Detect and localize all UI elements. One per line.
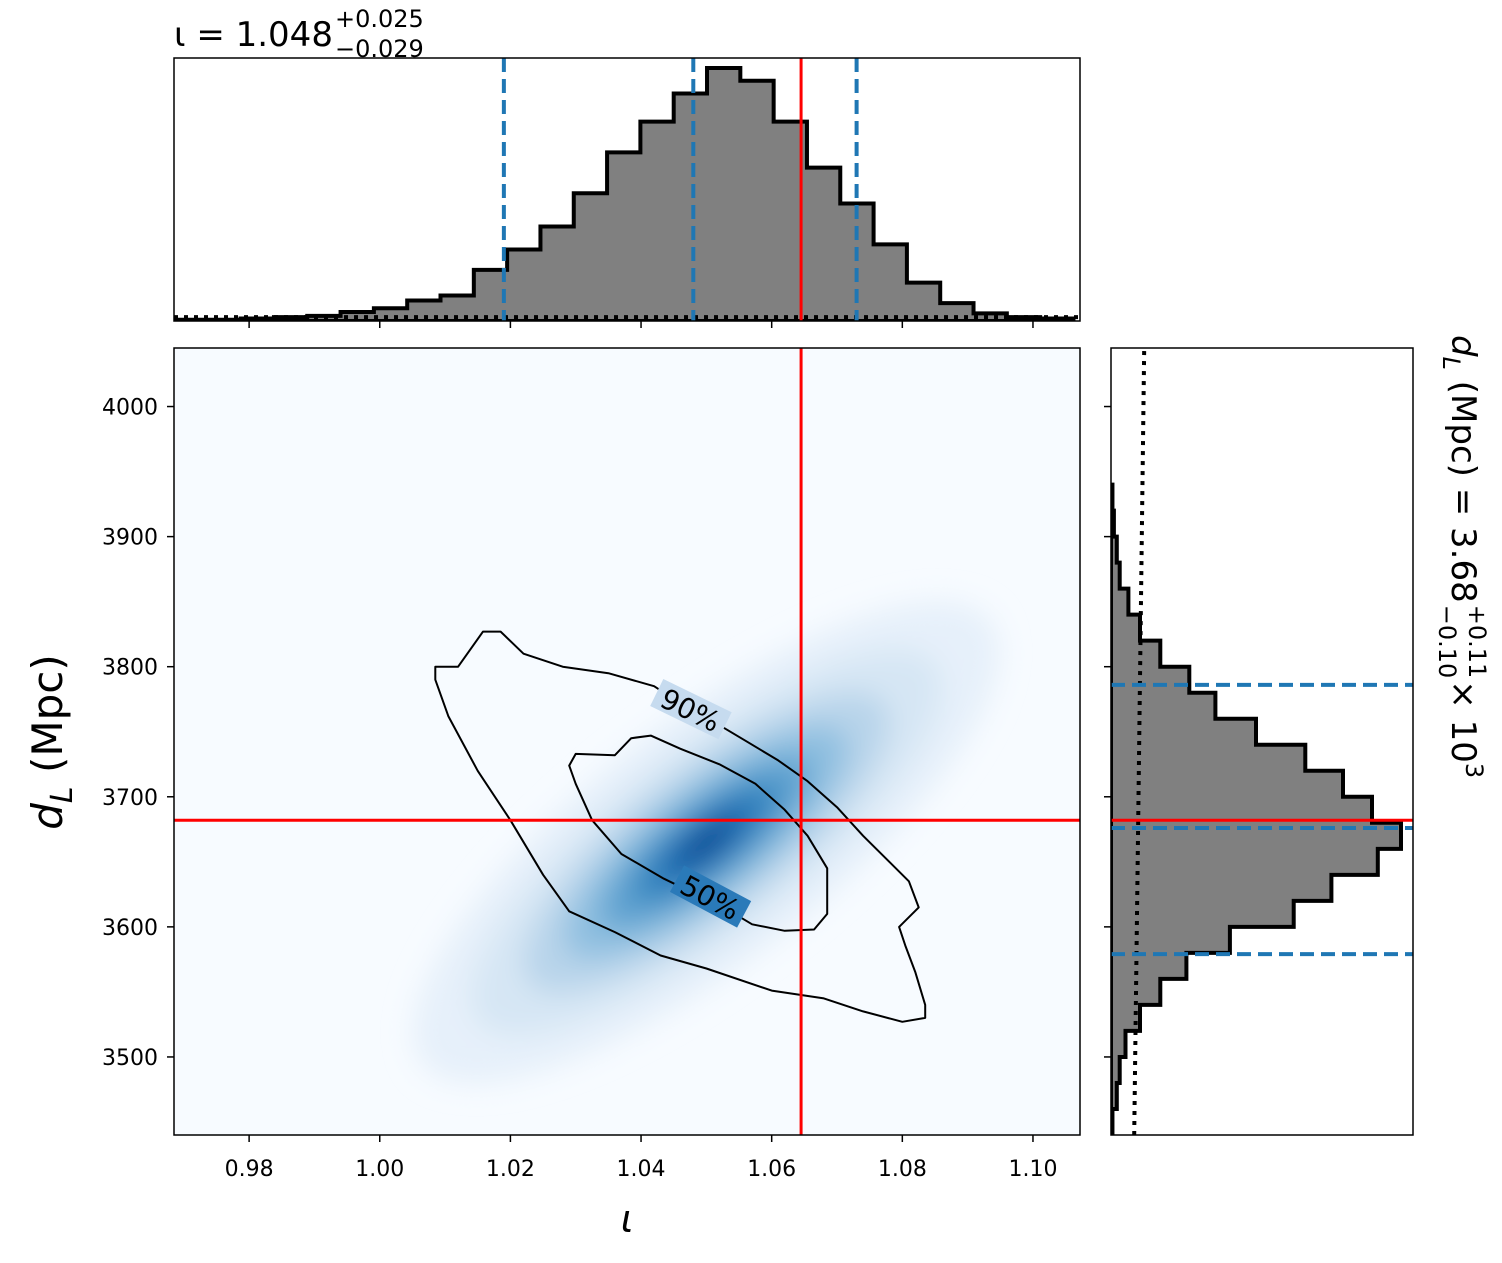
y-tick-label: 3600 <box>102 916 158 941</box>
right-title-lower-error: −0.10 <box>1433 605 1461 679</box>
x-tick-label: 1.00 <box>355 1157 404 1182</box>
y-tick-label: 4000 <box>102 396 158 421</box>
top-marginal-panel: ι = 1.048 +0.025 −0.029 <box>173 5 1081 328</box>
right-histogram-outline <box>1111 482 1403 1135</box>
top-marginal-title: ι = 1.048 <box>174 15 333 55</box>
right-prior-line <box>1132 348 1147 1135</box>
joint-panel-frame <box>173 347 1081 1136</box>
y-tick-label: 3900 <box>102 526 158 551</box>
right-title-upper-error: +0.11 <box>1463 605 1491 679</box>
contour-50 <box>568 734 829 932</box>
top-panel-frame <box>173 57 1081 322</box>
density-map <box>413 601 1000 1084</box>
right-panel-frame <box>1110 347 1414 1136</box>
right-marginal-panel: dL (Mpc) = 3.68 +0.11 −0.10 × 103 <box>1104 335 1491 1136</box>
right-marginal-title: dL (Mpc) = 3.68 <box>1437 335 1483 603</box>
y-tick-label: 3800 <box>102 656 158 681</box>
x-tick-label: 1.08 <box>878 1157 927 1182</box>
joint-panel: 90%50% 0.98 1.00 1.02 1.04 1.06 1.08 1.1035003… <box>23 347 1081 1241</box>
y-tick-label: 3500 <box>102 1046 158 1071</box>
x-tick-label: 1.02 <box>486 1157 535 1182</box>
top-histogram-outline <box>174 66 1076 321</box>
x-tick-label: 0.98 <box>225 1157 274 1182</box>
top-title-lower-error: −0.029 <box>335 35 424 63</box>
y-tick-label: 3700 <box>102 786 158 811</box>
x-axis-label: ι <box>621 1197 634 1241</box>
top-histogram-fill <box>174 68 1074 321</box>
x-tick-label: 1.06 <box>747 1157 796 1182</box>
top-title-upper-error: +0.025 <box>335 5 424 33</box>
x-tick-label: 1.10 <box>1008 1157 1057 1182</box>
y-axis-label: dL (Mpc) <box>23 654 80 830</box>
x-tick-label: 1.04 <box>617 1157 666 1182</box>
right-histogram-fill <box>1111 484 1401 1135</box>
right-title-scale: × 103 <box>1443 680 1488 778</box>
